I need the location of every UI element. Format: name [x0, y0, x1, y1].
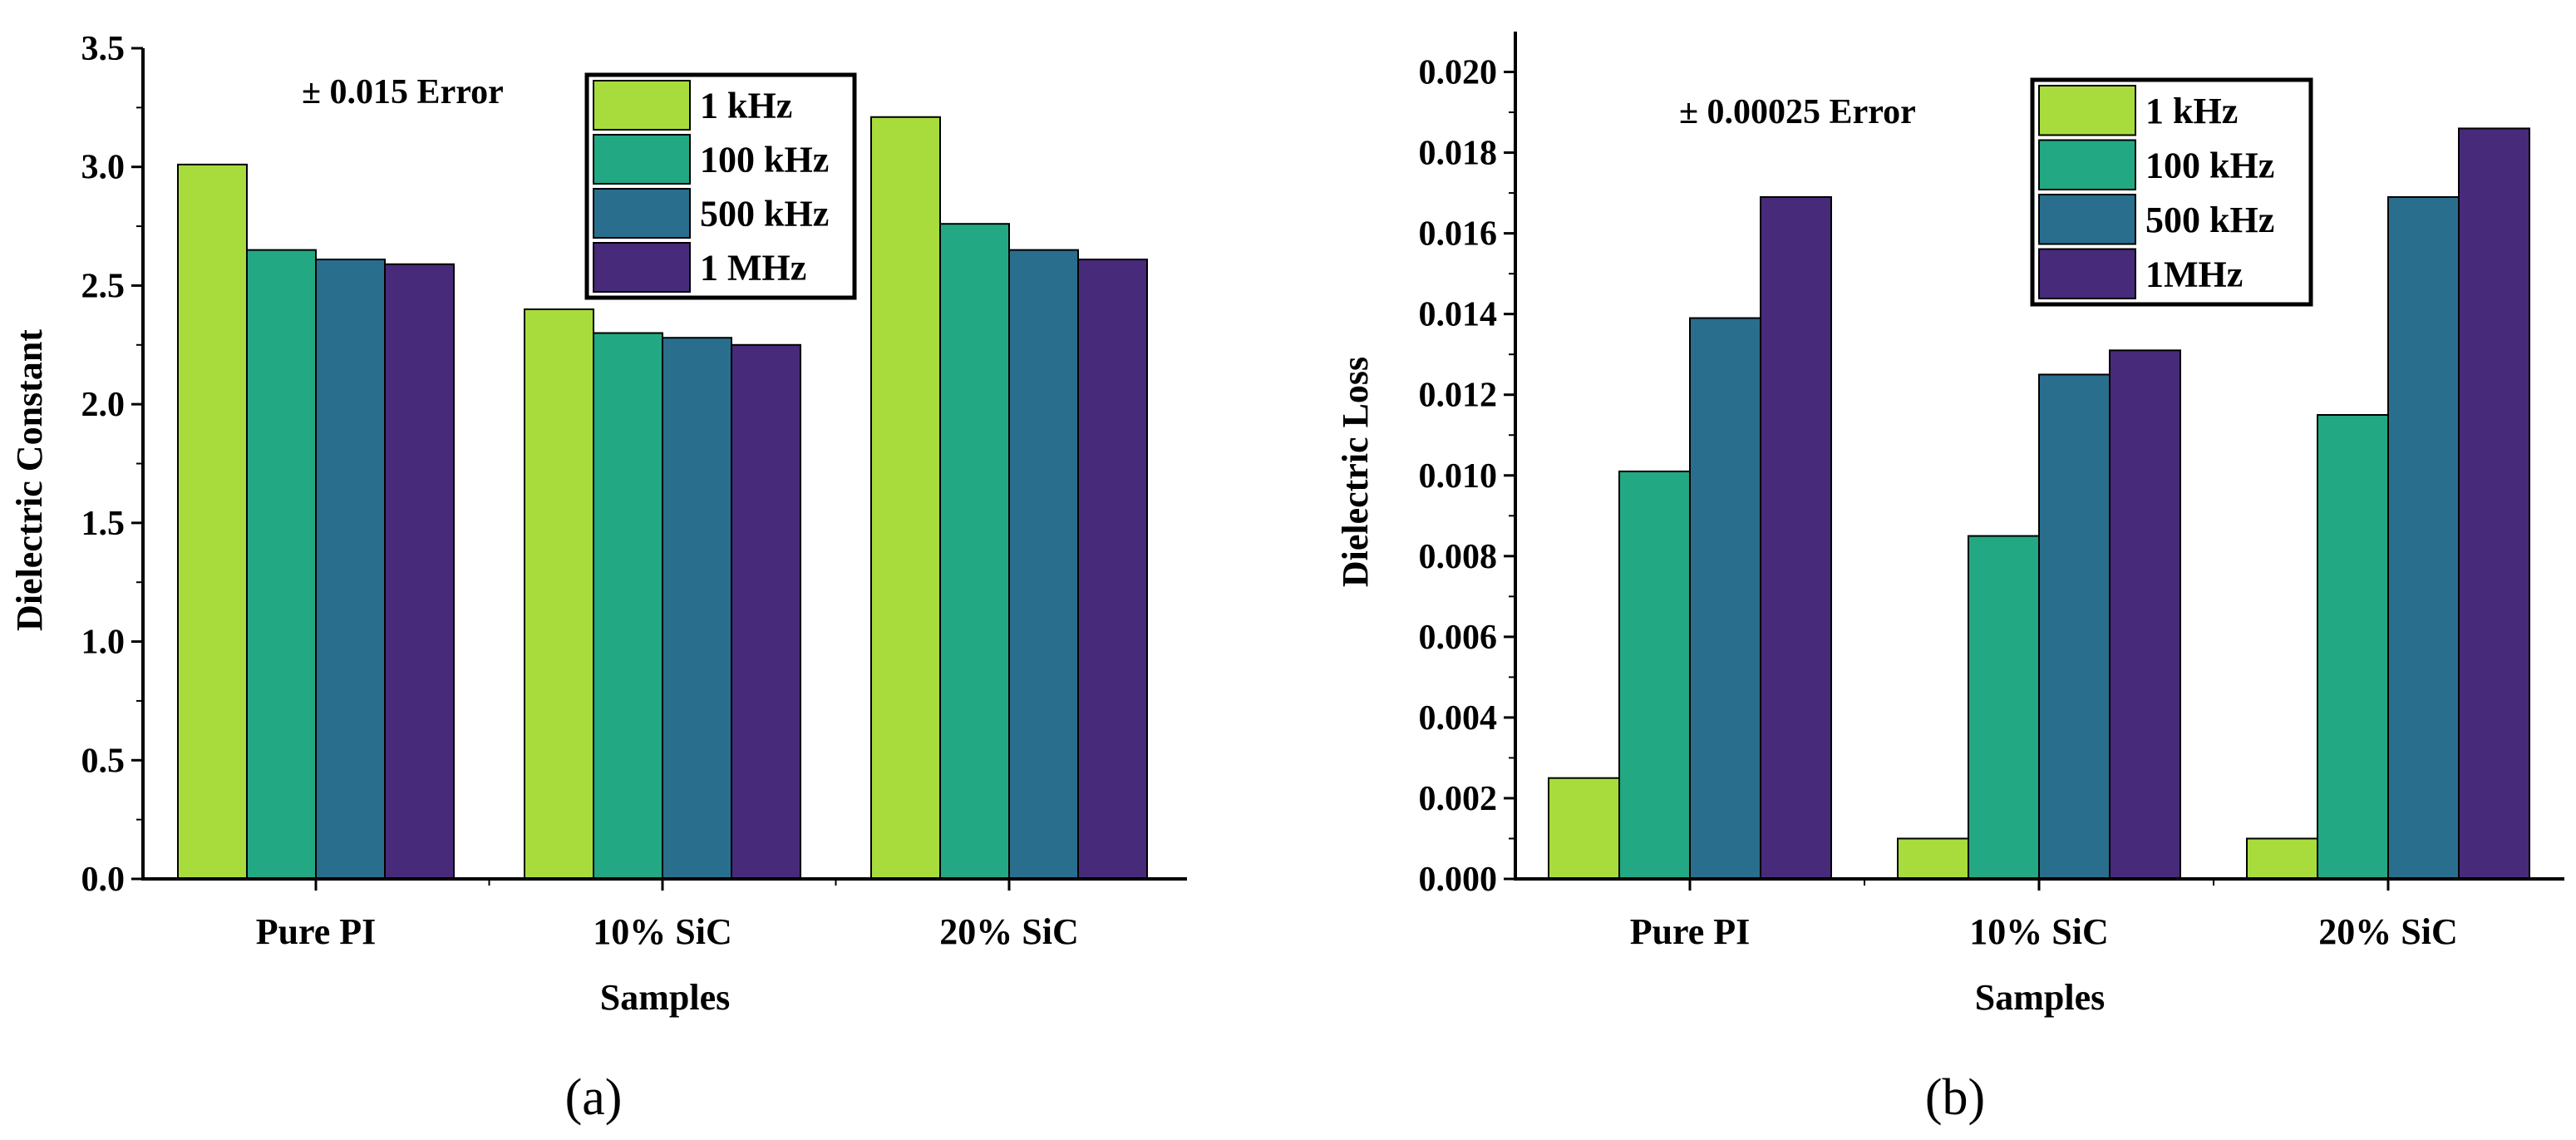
legend-label: 1 kHz [2145, 91, 2238, 131]
y-axis-title: Dielectric Loss [1335, 357, 1376, 587]
x-tick-label: 10% SiC [593, 911, 731, 952]
y-tick-label: 0.000 [1419, 861, 1498, 899]
bar-1khz-0 [1548, 777, 1620, 881]
chart-b: 0.000 0.002 0.004 0.006 0.008 0.010 0.012 0.014… [1335, 32, 2564, 1126]
bar-500khz-0 [1689, 317, 1761, 880]
bar-100khz-2 [939, 223, 1010, 880]
bar-1mhz-0 [384, 263, 455, 880]
legend: 1 kHz 100 kHz 500 kHz 1MHz [2030, 77, 2313, 307]
legend-swatch [593, 188, 691, 239]
legend-label: 1 MHz [700, 248, 806, 289]
legend: 1 kHz 100 kHz 500 kHz 1 MHz [584, 72, 857, 300]
error-annotation: ± 0.00025 Error [1679, 93, 1916, 131]
bar-1mhz-2 [1077, 259, 1148, 880]
legend-label: 1MHz [2145, 254, 2243, 294]
bar-1khz-0 [177, 163, 248, 881]
y-tick-label: 0.008 [1419, 538, 1498, 576]
y-tick-label: 0.020 [1419, 54, 1498, 92]
y-tick-label: 2.0 [81, 386, 126, 424]
legend-swatch [593, 134, 691, 185]
bar-1khz-2 [2246, 837, 2318, 881]
y-tick-label: 3.5 [81, 30, 126, 68]
y-tick-label: 0.5 [81, 742, 126, 780]
bar-100khz-2 [2317, 413, 2389, 880]
bar-500khz-2 [2387, 195, 2460, 880]
y-tick-label: 0.006 [1419, 619, 1498, 657]
bar-1khz-1 [524, 308, 594, 880]
legend-swatch [2038, 248, 2136, 299]
chart-a: 0.0 0.5 1.0 1.5 2.0 2.5 3.0 3.5 Pure PI 10% SiC 20… [9, 30, 1187, 1126]
y-tick-label: 1.0 [81, 624, 126, 662]
legend-swatch [2038, 194, 2136, 245]
x-tick-label: 10% SiC [1969, 911, 2108, 952]
bar-1khz-2 [870, 116, 941, 880]
x-tick-label: 20% SiC [2318, 911, 2457, 952]
bar-1mhz-1 [2109, 349, 2181, 881]
y-tick-label: 0.016 [1419, 215, 1498, 254]
bar-100khz-0 [246, 249, 317, 881]
bar-500khz-0 [315, 259, 386, 880]
bar-1khz-1 [1897, 837, 1969, 881]
y-tick-label: 3.0 [81, 149, 126, 187]
x-axis-title: Samples [600, 977, 730, 1018]
bar-1mhz-1 [731, 343, 801, 880]
y-tick-label: 0.012 [1419, 377, 1498, 415]
bar-500khz-2 [1008, 249, 1079, 881]
bar-100khz-1 [593, 332, 663, 880]
y-tick-label: 1.5 [81, 505, 126, 543]
y-tick-label: 2.5 [81, 267, 126, 305]
y-tick-label: 0.010 [1419, 457, 1498, 496]
x-tick-label: Pure PI [1630, 911, 1751, 952]
bar-500khz-1 [662, 337, 732, 881]
y-tick-label: 0.0 [81, 861, 126, 899]
y-tick-label: 0.002 [1419, 780, 1498, 818]
legend-swatch [593, 80, 691, 131]
y-tick-label: 0.018 [1419, 135, 1498, 173]
y-axis-title: Dielectric Constant [9, 329, 50, 631]
legend-label: 1 kHz [700, 86, 792, 126]
legend-label: 100 kHz [700, 140, 829, 180]
bar-100khz-1 [1968, 535, 2040, 880]
legend-label: 500 kHz [2145, 200, 2274, 240]
bar-500khz-1 [2038, 373, 2111, 880]
panel-label: (b) [1925, 1069, 1985, 1126]
legend-swatch [593, 242, 691, 293]
x-tick-label: Pure PI [256, 911, 377, 952]
x-tick-label: 20% SiC [939, 911, 1078, 952]
error-annotation: ± 0.015 Error [302, 73, 504, 111]
panel-label: (a) [565, 1069, 623, 1126]
legend-label: 500 kHz [700, 194, 829, 234]
y-tick-label: 0.004 [1419, 699, 1498, 738]
bar-1mhz-0 [1760, 195, 1832, 880]
legend-swatch [2038, 85, 2136, 136]
y-tick-label: 0.014 [1419, 296, 1498, 334]
x-axis-title: Samples [1975, 977, 2105, 1018]
legend-label: 100 kHz [2145, 145, 2274, 185]
bar-100khz-0 [1618, 470, 1691, 881]
legend-swatch [2038, 139, 2136, 190]
bar-1mhz-2 [2458, 127, 2530, 880]
